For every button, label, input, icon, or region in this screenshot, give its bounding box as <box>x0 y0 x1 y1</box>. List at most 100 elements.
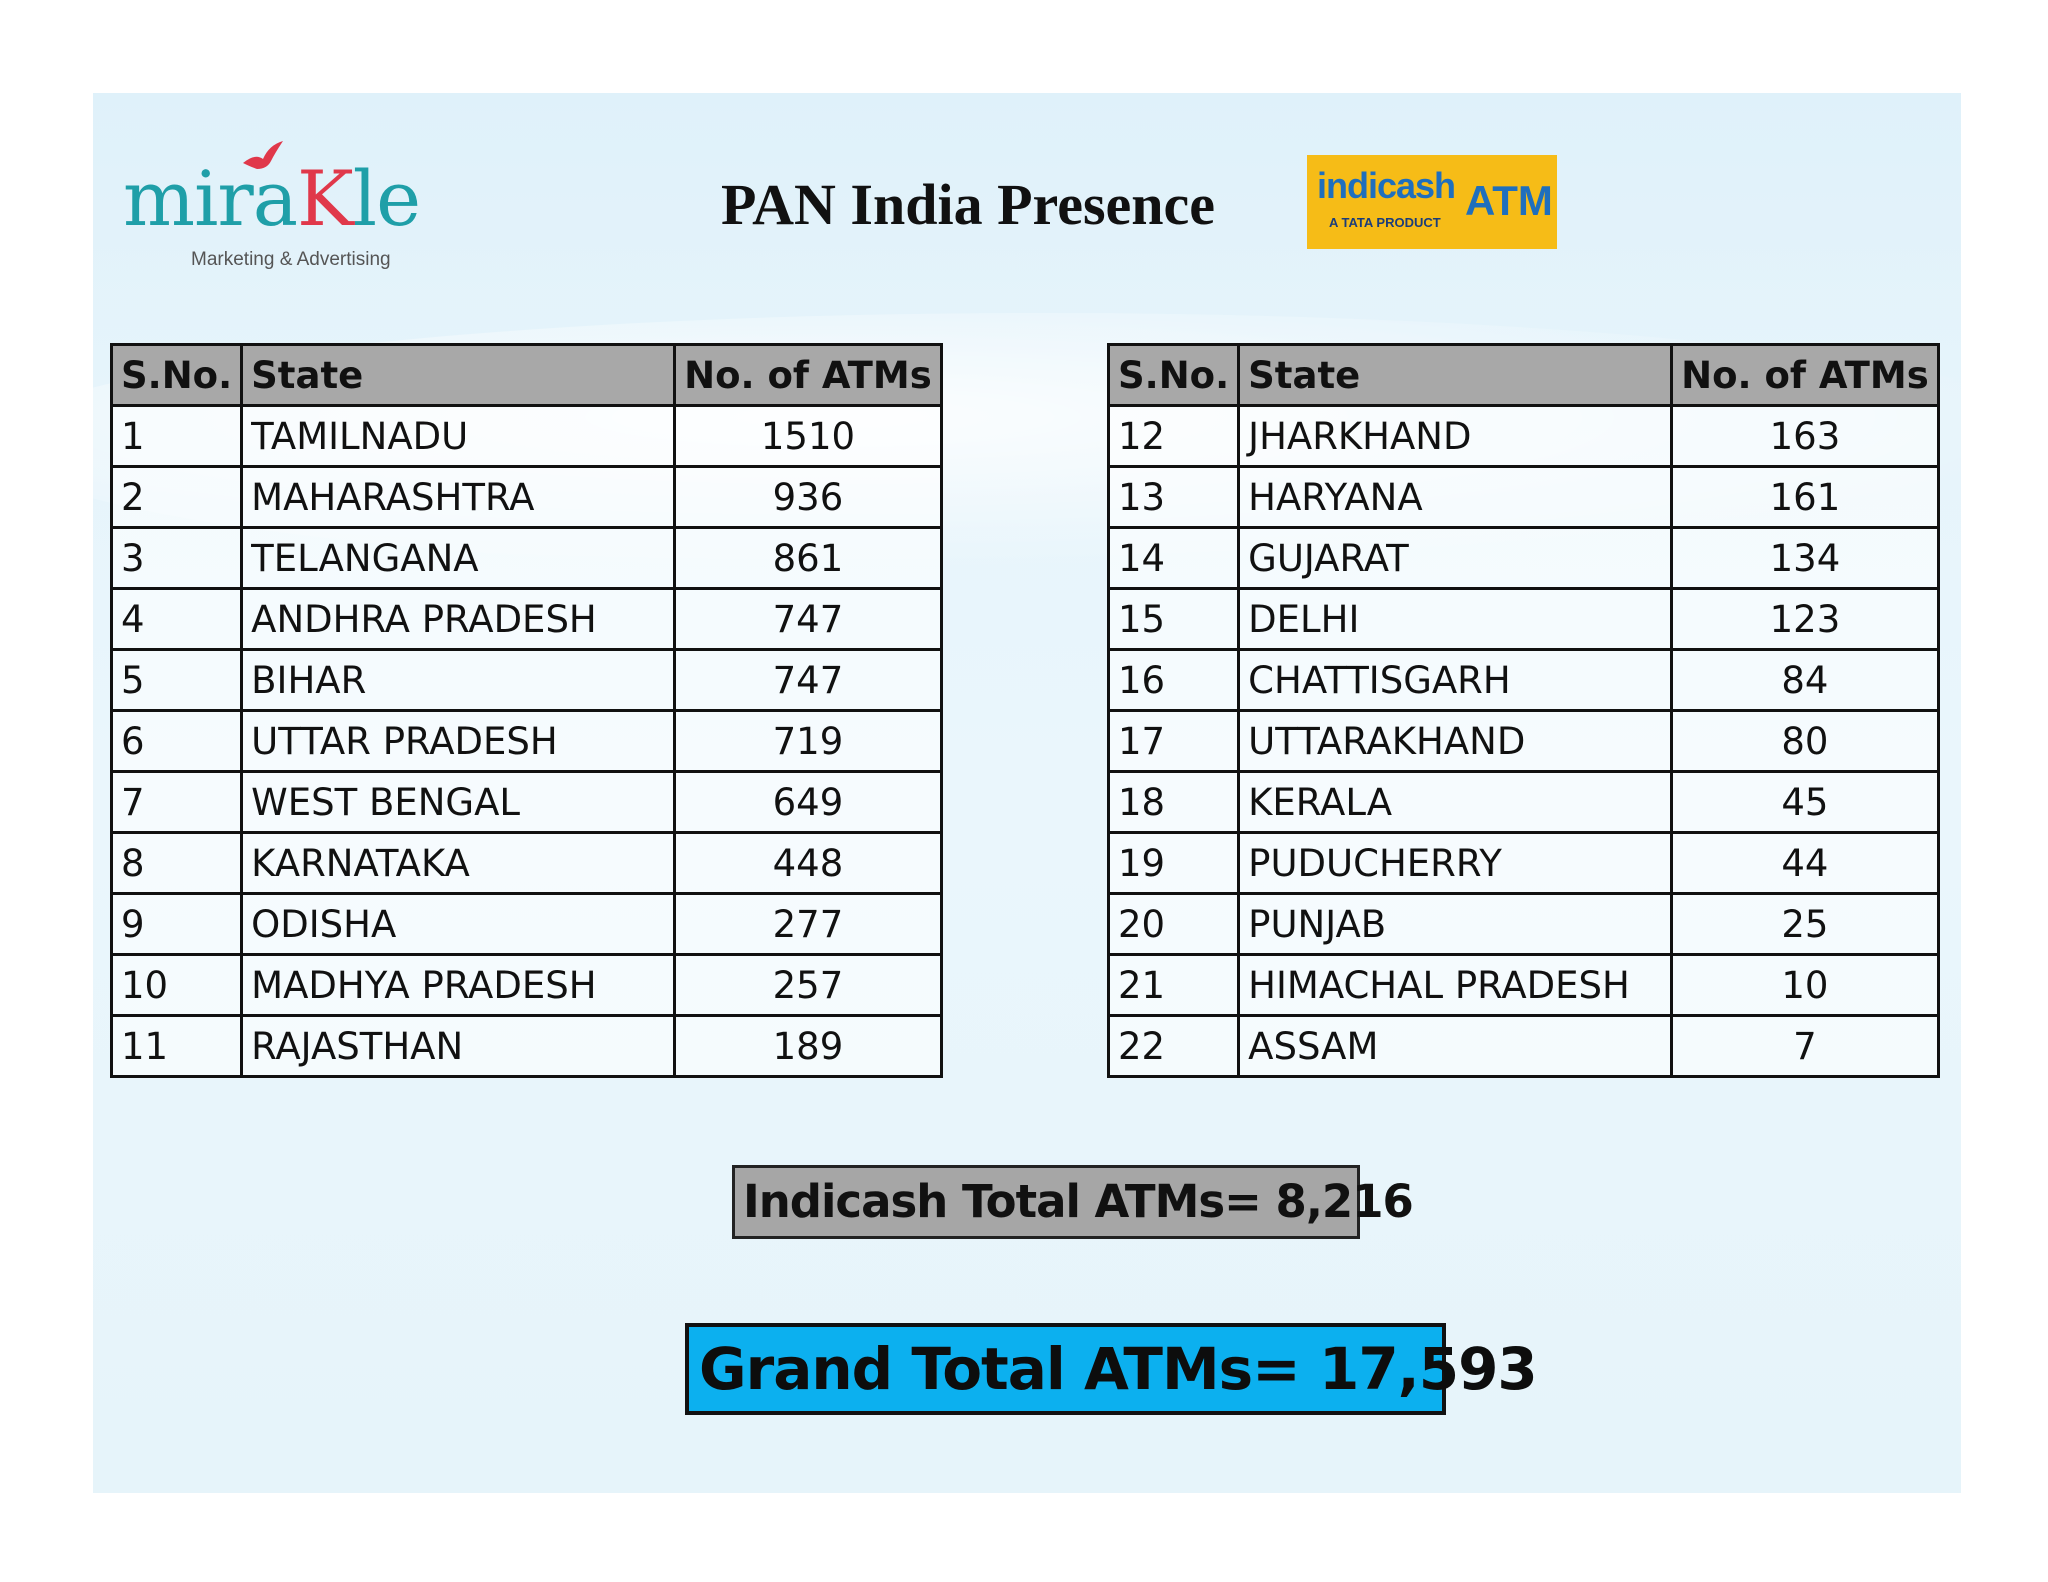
cell-state: ANDHRA PRADESH <box>240 587 677 651</box>
cell-sno: 19 <box>1106 831 1241 895</box>
cell-state: UTTAR PRADESH <box>240 709 677 773</box>
grand-total: Grand Total ATMs= 17,593 <box>685 1323 1538 1415</box>
cell-atms: 123 <box>1670 587 1940 651</box>
table-row: 3 TELANGANA 861 <box>109 526 943 590</box>
cell-state: MAHARASHTRA <box>240 465 677 529</box>
table-row: 6 UTTAR PRADESH 719 <box>109 709 943 773</box>
badge-atm-label: ATM <box>1465 177 1553 224</box>
cell-atms: 257 <box>673 953 943 1017</box>
badge-subtitle: A TATA PRODUCT <box>1329 215 1441 230</box>
cell-sno: 15 <box>1106 587 1241 651</box>
table-row: 12 JHARKHAND 163 <box>1106 404 1940 468</box>
cell-atms: 189 <box>673 1014 943 1078</box>
cell-atms: 10 <box>1670 953 1940 1017</box>
indicash-atm-badge: indicash A TATA PRODUCT ATM <box>1307 155 1557 249</box>
table-header-row: S.No. State No. of ATMs <box>109 343 943 407</box>
cell-atms: 719 <box>673 709 943 773</box>
bird-icon <box>243 141 283 169</box>
table-header-row: S.No. State No. of ATMs <box>1106 343 1940 407</box>
cell-state: KERALA <box>1237 770 1674 834</box>
cell-state: HIMACHAL PRADESH <box>1237 953 1674 1017</box>
indicash-total: Indicash Total ATMs= 8,216 <box>732 1165 1414 1239</box>
cell-state: KARNATAKA <box>240 831 677 895</box>
table-row: 18 KERALA 45 <box>1106 770 1940 834</box>
cell-state: DELHI <box>1237 587 1674 651</box>
cell-state: TAMILNADU <box>240 404 677 468</box>
cell-atms: 7 <box>1670 1014 1940 1078</box>
header-sno: S.No. <box>1106 343 1241 407</box>
cell-state: TELANGANA <box>240 526 677 590</box>
table-row: 5 BIHAR 747 <box>109 648 943 712</box>
cell-atms: 25 <box>1670 892 1940 956</box>
table-row: 16 CHATTISGARH 84 <box>1106 648 1940 712</box>
cell-state: WEST BENGAL <box>240 770 677 834</box>
header-state: State <box>1237 343 1674 407</box>
mirakle-logo: miraKle Marketing & Advertising <box>123 133 473 270</box>
cell-sno: 14 <box>1106 526 1241 590</box>
cell-sno: 3 <box>109 526 244 590</box>
table-row: 9 ODISHA 277 <box>109 892 943 956</box>
cell-sno: 21 <box>1106 953 1241 1017</box>
cell-sno: 13 <box>1106 465 1241 529</box>
cell-atms: 134 <box>1670 526 1940 590</box>
cell-state: RAJASTHAN <box>240 1014 677 1078</box>
table-row: 15 DELHI 123 <box>1106 587 1940 651</box>
header-atms: No. of ATMs <box>1670 343 1940 407</box>
logo-tagline: Marketing & Advertising <box>191 249 391 270</box>
table-row: 7 WEST BENGAL 649 <box>109 770 943 834</box>
header-sno: S.No. <box>109 343 244 407</box>
cell-sno: 18 <box>1106 770 1241 834</box>
cell-atms: 747 <box>673 587 943 651</box>
cell-atms: 161 <box>1670 465 1940 529</box>
cell-sno: 2 <box>109 465 244 529</box>
cell-atms: 448 <box>673 831 943 895</box>
cell-atms: 649 <box>673 770 943 834</box>
cell-atms: 747 <box>673 648 943 712</box>
cell-sno: 17 <box>1106 709 1241 773</box>
table-row: 2 MAHARASHTRA 936 <box>109 465 943 529</box>
cell-atms: 84 <box>1670 648 1940 712</box>
cell-sno: 16 <box>1106 648 1241 712</box>
cell-sno: 7 <box>109 770 244 834</box>
badge-brand: indicash <box>1317 165 1456 206</box>
table-row: 8 KARNATAKA 448 <box>109 831 943 895</box>
cell-sno: 11 <box>109 1014 244 1078</box>
cell-sno: 22 <box>1106 1014 1241 1078</box>
cell-state: UTTARAKHAND <box>1237 709 1674 773</box>
cell-atms: 1510 <box>673 404 943 468</box>
table-row: 21 HIMACHAL PRADESH 10 <box>1106 953 1940 1017</box>
table-row: 17 UTTARAKHAND 80 <box>1106 709 1940 773</box>
header-state: State <box>240 343 677 407</box>
cell-sno: 6 <box>109 709 244 773</box>
cell-atms: 44 <box>1670 831 1940 895</box>
cell-state: MADHYA PRADESH <box>240 953 677 1017</box>
table-row: 14 GUJARAT 134 <box>1106 526 1940 590</box>
table-row: 19 PUDUCHERRY 44 <box>1106 831 1940 895</box>
page-title: PAN India Presence <box>721 172 1216 237</box>
header-atms: No. of ATMs <box>673 343 943 407</box>
logo-wordmark: miraKle <box>123 154 421 243</box>
table-row: 1 TAMILNADU 1510 <box>109 404 943 468</box>
cell-sno: 10 <box>109 953 244 1017</box>
cell-sno: 9 <box>109 892 244 956</box>
cell-sno: 12 <box>1106 404 1241 468</box>
table-row: 13 HARYANA 161 <box>1106 465 1940 529</box>
cell-atms: 163 <box>1670 404 1940 468</box>
table-row: 11 RAJASTHAN 189 <box>109 1014 943 1078</box>
cell-atms: 936 <box>673 465 943 529</box>
cell-state: CHATTISGARH <box>1237 648 1674 712</box>
cell-state: BIHAR <box>240 648 677 712</box>
table-row: 4 ANDHRA PRADESH 747 <box>109 587 943 651</box>
cell-state: PUNJAB <box>1237 892 1674 956</box>
cell-state: HARYANA <box>1237 465 1674 529</box>
cell-state: PUDUCHERRY <box>1237 831 1674 895</box>
cell-atms: 45 <box>1670 770 1940 834</box>
cell-sno: 4 <box>109 587 244 651</box>
cell-state: ASSAM <box>1237 1014 1674 1078</box>
table-row: 22 ASSAM 7 <box>1106 1014 1940 1078</box>
cell-state: GUJARAT <box>1237 526 1674 590</box>
cell-atms: 277 <box>673 892 943 956</box>
table-row: 20 PUNJAB 25 <box>1106 892 1940 956</box>
cell-atms: 80 <box>1670 709 1940 773</box>
cell-sno: 20 <box>1106 892 1241 956</box>
